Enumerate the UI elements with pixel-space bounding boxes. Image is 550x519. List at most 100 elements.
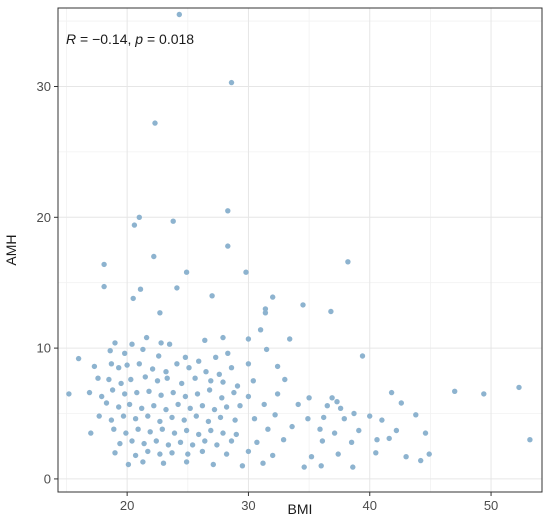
- data-point: [217, 414, 224, 421]
- data-point: [282, 376, 288, 383]
- data-point: [194, 391, 201, 397]
- data-point: [331, 430, 338, 436]
- data-point: [280, 437, 287, 443]
- annotation-r-symbol: R: [66, 31, 76, 47]
- data-point: [270, 452, 276, 459]
- data-point: [129, 341, 135, 347]
- data-point: [231, 389, 237, 396]
- data-point: [211, 406, 218, 413]
- data-point: [189, 442, 196, 448]
- data-point: [234, 383, 241, 389]
- data-point: [287, 336, 293, 342]
- data-point: [122, 391, 128, 397]
- data-point: [418, 457, 424, 464]
- data-point: [140, 346, 146, 353]
- data-point: [228, 438, 235, 444]
- data-point: [125, 461, 132, 468]
- data-point: [245, 336, 252, 342]
- data-point: [177, 439, 184, 445]
- data-point: [75, 355, 82, 362]
- data-point: [228, 365, 235, 371]
- annotation-r-value: = −0.14,: [76, 31, 135, 47]
- data-point: [165, 442, 172, 448]
- data-point: [208, 427, 214, 434]
- data-point: [422, 430, 429, 436]
- data-point: [413, 412, 419, 418]
- data-point: [225, 243, 231, 249]
- data-point: [192, 375, 198, 381]
- data-point: [206, 387, 213, 393]
- data-point: [101, 283, 107, 290]
- major-gridlines: [58, 8, 542, 492]
- data-point: [137, 286, 144, 292]
- data-point: [225, 350, 231, 356]
- data-point: [134, 389, 140, 396]
- data-point: [245, 361, 252, 367]
- data-point: [202, 438, 208, 444]
- x-tick-label: 40: [363, 498, 377, 513]
- y-tick-label: 0: [44, 471, 51, 486]
- data-point: [328, 308, 334, 315]
- data-point: [88, 430, 94, 436]
- data-point: [193, 413, 199, 419]
- data-point: [301, 464, 307, 470]
- data-point: [166, 341, 173, 347]
- data-point: [350, 464, 356, 470]
- data-point: [199, 403, 206, 409]
- data-point: [216, 371, 222, 377]
- data-point: [175, 401, 181, 408]
- data-point: [109, 387, 116, 393]
- data-point: [106, 376, 112, 383]
- data-point: [335, 451, 341, 457]
- data-point: [170, 218, 176, 224]
- data-point: [183, 427, 190, 434]
- data-point: [274, 391, 281, 397]
- data-point: [170, 389, 176, 396]
- data-point: [220, 334, 226, 341]
- data-point: [151, 253, 157, 260]
- data-point: [527, 437, 533, 443]
- data-point: [213, 354, 219, 360]
- data-point: [132, 416, 139, 422]
- data-point: [262, 306, 269, 312]
- y-tick-label: 10: [37, 341, 51, 356]
- panel-border: [57, 7, 543, 493]
- data-point: [86, 389, 93, 396]
- data-point: [261, 401, 267, 408]
- data-point: [131, 222, 138, 228]
- data-point: [132, 452, 139, 459]
- data-point: [214, 442, 220, 448]
- data-point: [145, 413, 151, 419]
- data-point: [373, 450, 379, 456]
- x-tick-label: 20: [120, 498, 134, 513]
- data-point: [186, 365, 192, 371]
- data-point: [260, 460, 266, 466]
- data-point: [181, 417, 187, 423]
- data-point: [220, 430, 226, 436]
- data-point: [345, 259, 351, 265]
- y-tick-label: 30: [37, 79, 51, 94]
- data-point: [142, 374, 148, 380]
- data-point: [163, 369, 169, 375]
- data-point: [319, 438, 326, 444]
- data-point: [182, 393, 189, 400]
- data-point: [156, 353, 162, 359]
- data-point: [317, 426, 323, 432]
- data-point: [223, 404, 230, 410]
- data-point: [348, 439, 355, 445]
- data-point: [254, 439, 260, 445]
- data-point: [202, 337, 208, 343]
- data-point: [96, 413, 102, 419]
- data-point: [164, 375, 170, 381]
- data-point: [209, 293, 215, 299]
- data-point: [179, 380, 185, 387]
- data-point: [220, 379, 226, 385]
- data-point: [151, 403, 157, 409]
- data-point: [169, 450, 175, 456]
- data-point: [159, 426, 165, 432]
- data-point: [393, 427, 400, 434]
- data-point: [452, 388, 458, 394]
- data-point: [265, 426, 271, 432]
- data-point: [257, 327, 264, 333]
- data-point: [208, 378, 214, 384]
